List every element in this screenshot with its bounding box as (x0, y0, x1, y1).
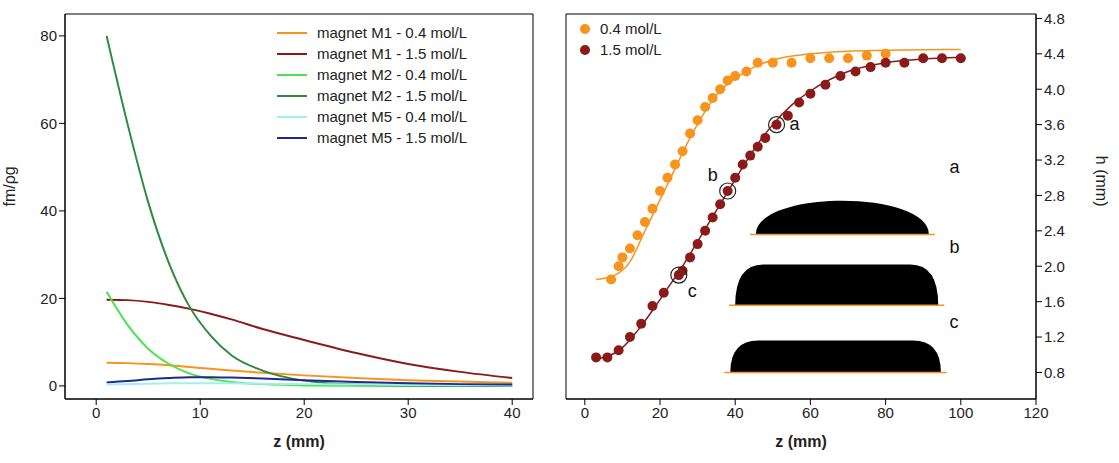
html-text:0.4 mol/L: 0.4 mol/L (600, 20, 662, 37)
svg-text:3.6: 3.6 (1044, 116, 1065, 133)
svg-text:z (mm): z (mm) (273, 433, 325, 450)
svg-text:a: a (790, 114, 801, 134)
svg-text:1.2: 1.2 (1044, 328, 1065, 345)
svg-text:4.4: 4.4 (1044, 45, 1065, 62)
svg-text:40: 40 (40, 202, 57, 219)
html-text:magnet M5 - 1.5 mol/L: magnet M5 - 1.5 mol/L (317, 129, 468, 146)
html-text:magnet M1 - 1.5 mol/L: magnet M1 - 1.5 mol/L (317, 45, 468, 62)
svg-text:2.4: 2.4 (1044, 222, 1065, 239)
svg-text:c: c (950, 312, 959, 332)
html-text:magnet M1 - 0.4 mol/L: magnet M1 - 0.4 mol/L (317, 24, 468, 41)
svg-text:z (mm): z (mm) (775, 433, 827, 450)
svg-text:120: 120 (1023, 404, 1048, 421)
svg-text:40: 40 (727, 404, 744, 421)
svg-text:0: 0 (581, 404, 589, 421)
svg-text:0: 0 (49, 377, 57, 394)
svg-text:2.8: 2.8 (1044, 187, 1065, 204)
svg-text:4.8: 4.8 (1044, 10, 1065, 27)
svg-text:h (mm): h (mm) (1093, 156, 1110, 207)
svg-text:60: 60 (802, 404, 819, 421)
svg-text:60: 60 (40, 115, 57, 132)
svg-text:c: c (688, 281, 697, 301)
svg-text:fm/ρg: fm/ρg (1, 166, 18, 206)
html-text:magnet M2 - 0.4 mol/L: magnet M2 - 0.4 mol/L (317, 66, 468, 83)
svg-text:0: 0 (92, 404, 100, 421)
svg-text:1.6: 1.6 (1044, 293, 1065, 310)
svg-text:3.2: 3.2 (1044, 151, 1065, 168)
svg-text:80: 80 (877, 404, 894, 421)
svg-text:80: 80 (40, 27, 57, 44)
svg-text:20: 20 (40, 290, 57, 307)
html-text:magnet M2 - 1.5 mol/L: magnet M2 - 1.5 mol/L (317, 87, 468, 104)
svg-text:b: b (950, 237, 960, 257)
svg-text:b: b (708, 165, 718, 185)
svg-text:40: 40 (504, 404, 521, 421)
svg-text:100: 100 (948, 404, 973, 421)
svg-text:20: 20 (296, 404, 313, 421)
html-text:1.5 mol/L: 1.5 mol/L (600, 41, 662, 58)
svg-text:a: a (950, 157, 961, 177)
svg-text:30: 30 (400, 404, 417, 421)
svg-text:4.0: 4.0 (1044, 81, 1065, 98)
svg-text:20: 20 (652, 404, 669, 421)
svg-text:0.8: 0.8 (1044, 364, 1065, 381)
svg-text:10: 10 (192, 404, 209, 421)
html-text:magnet M5 - 0.4 mol/L: magnet M5 - 0.4 mol/L (317, 108, 468, 125)
svg-text:2.0: 2.0 (1044, 258, 1065, 275)
